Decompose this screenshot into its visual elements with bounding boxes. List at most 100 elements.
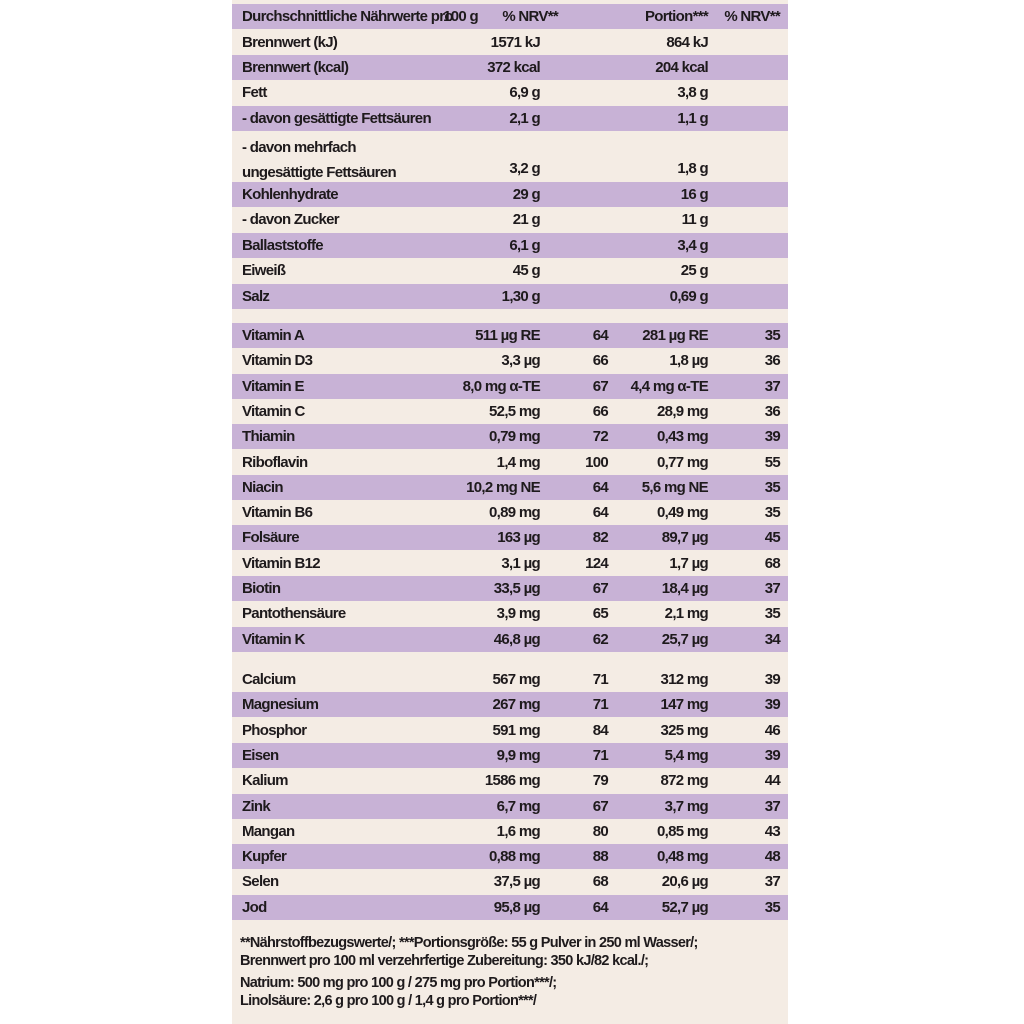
value-per-100g: 267 mg	[492, 696, 541, 714]
footnote-line: Linolsäure: 2,6 g pro 100 g / 1,4 g pro …	[240, 993, 537, 1009]
nutrient-name: - davon gesättigte Fettsäuren	[242, 109, 432, 127]
nutrient-name: Mangan	[242, 822, 295, 840]
value-per-100g: 46,8 µg	[493, 630, 541, 648]
nrv-per-100g: 66	[592, 402, 609, 420]
nutrition-table: Durchschnittliche Nährwerte pro 100 g % …	[232, 0, 788, 1024]
table-row: Ballaststoffe 6,1 g 3,4 g	[232, 232, 788, 258]
footnote-line: Natrium: 500 mg pro 100 g / 275 mg pro P…	[240, 975, 557, 991]
nutrient-name: Eiweiß	[242, 262, 286, 280]
nrv-per-100g: 88	[592, 848, 609, 866]
value-per-portion: 864 kJ	[666, 33, 708, 51]
nrv-per-100g: 80	[592, 822, 609, 840]
nutrient-name: Ballaststoffe	[242, 236, 324, 254]
nrv-per-100g: 67	[592, 580, 609, 597]
nrv-per-portion: 37	[764, 797, 781, 815]
nutrient-name-line: - davon mehrfach	[242, 139, 357, 157]
nutrient-name: Kohlenhydrate	[242, 185, 339, 203]
table-row: Salz 1,30 g 0,69 g	[232, 283, 788, 309]
table-row: Selen 37,5 µg 68 20,6 µg 37	[232, 869, 788, 894]
value-per-portion: 0,85 mg	[657, 822, 709, 840]
nrv-per-100g: 67	[592, 377, 609, 395]
value-per-portion: 89,7 µg	[661, 529, 709, 547]
nrv-per-portion: 46	[764, 721, 781, 739]
nutrient-name: Brennwert (kcal)	[242, 58, 349, 76]
value-per-portion: 28,9 mg	[657, 402, 709, 420]
nutrient-name: Brennwert (kJ)	[242, 33, 338, 51]
nrv-per-portion: 36	[764, 352, 781, 370]
nrv-per-portion: 35	[764, 327, 781, 344]
value-per-100g: 21 g	[512, 211, 541, 229]
value-per-portion: 0,48 mg	[657, 848, 709, 866]
nrv-per-portion: 39	[764, 428, 781, 446]
nutrient-name: Niacin	[242, 478, 284, 496]
value-per-100g: 1586 mg	[484, 772, 541, 790]
nrv-per-portion: 55	[764, 453, 781, 471]
value-per-100g: 1571 kJ	[490, 33, 541, 51]
nrv-per-100g: 66	[592, 352, 609, 370]
value-per-100g: 511 µg RE	[475, 327, 541, 344]
value-per-100g: 6,7 mg	[496, 797, 541, 815]
value-per-portion: 1,8 g	[677, 160, 708, 178]
table-row: Eisen 9,9 mg 71 5,4 mg 39	[232, 742, 788, 768]
nrv-per-portion: 48	[764, 848, 781, 866]
table-row: Eiweiß 45 g 25 g	[232, 258, 788, 283]
nrv-per-100g: 84	[592, 721, 609, 739]
table-row: Magnesium 267 mg 71 147 mg 39	[232, 692, 788, 718]
table-row: Calcium 567 mg 71 312 mg 39	[232, 667, 788, 692]
value-per-portion: 0,77 mg	[657, 453, 709, 471]
value-per-portion: 325 mg	[660, 721, 709, 739]
nrv-per-portion: 43	[764, 822, 781, 840]
table-row: Vitamin B12 3,1 µg 124 1,7 µg 68	[232, 551, 788, 576]
nrv-per-100g: 100	[585, 453, 609, 471]
value-per-portion: 0,43 mg	[657, 428, 709, 446]
value-per-100g: 2,1 g	[509, 109, 540, 127]
value-per-portion: 25,7 µg	[661, 630, 709, 648]
table-row: Kalium 1586 mg 79 872 mg 44	[232, 768, 788, 793]
nutrient-name: Folsäure	[242, 529, 300, 547]
nutrient-name: - davon Zucker	[242, 211, 340, 229]
footnotes: **Nährstoffbezugswerte/; ***Portionsgröß…	[240, 934, 785, 1014]
nrv-per-portion: 35	[764, 605, 781, 623]
value-per-portion: 25 g	[680, 262, 709, 280]
table-row: Mangan 1,6 mg 80 0,85 mg 43	[232, 819, 788, 844]
value-per-100g: 8,0 mg α-TE	[462, 377, 541, 395]
nutrient-name: Kupfer	[242, 848, 287, 866]
value-per-100g: 0,88 mg	[489, 848, 541, 866]
value-per-portion: 16 g	[680, 185, 709, 203]
header-label: Durchschnittliche Nährwerte pro	[242, 8, 454, 25]
value-per-100g: 9,9 mg	[496, 746, 541, 764]
nutrient-name: Thiamin	[242, 428, 295, 446]
nutrient-name: Vitamin C	[242, 402, 305, 420]
value-per-portion: 2,1 mg	[664, 605, 709, 623]
table-row: Biotin 33,5 µg 67 18,4 µg 37	[232, 576, 788, 601]
header-100g: 100 g	[443, 8, 479, 25]
nrv-per-portion: 35	[764, 504, 781, 522]
nutrient-name: Zink	[242, 797, 271, 815]
value-per-100g: 95,8 µg	[493, 898, 541, 916]
nrv-per-100g: 72	[592, 428, 609, 446]
nutrient-name: Pantothensäure	[242, 605, 346, 623]
table-row: Zink 6,7 mg 67 3,7 mg 37	[232, 793, 788, 819]
nutrient-name: Eisen	[242, 746, 279, 764]
nrv-per-100g: 64	[592, 478, 609, 496]
value-per-100g: 372 kcal	[487, 58, 540, 76]
value-per-portion: 3,7 mg	[664, 797, 709, 815]
table-row: Riboflavin 1,4 mg 100 0,77 mg 55	[232, 450, 788, 475]
value-per-portion: 52,7 µg	[661, 898, 709, 916]
value-per-portion: 0,49 mg	[657, 504, 709, 522]
nrv-per-portion: 36	[764, 402, 781, 420]
table-row: Vitamin K 46,8 µg 62 25,7 µg 34	[232, 626, 788, 652]
value-per-100g: 3,9 mg	[496, 605, 541, 623]
value-per-100g: 10,2 mg NE	[466, 478, 541, 496]
nrv-per-100g: 71	[592, 696, 609, 714]
nrv-per-100g: 64	[592, 504, 609, 522]
value-per-100g: 1,4 mg	[496, 453, 541, 471]
table-row: - davon Zucker 21 g 11 g	[232, 207, 788, 232]
nutrient-name: Phosphor	[242, 721, 307, 739]
value-per-100g: 33,5 µg	[493, 580, 541, 597]
value-per-portion: 312 mg	[660, 671, 709, 688]
nutrient-name: Selen	[242, 873, 279, 891]
value-per-portion: 20,6 µg	[661, 873, 709, 891]
value-per-portion: 3,8 g	[677, 84, 708, 102]
value-per-100g: 3,3 µg	[501, 352, 540, 370]
